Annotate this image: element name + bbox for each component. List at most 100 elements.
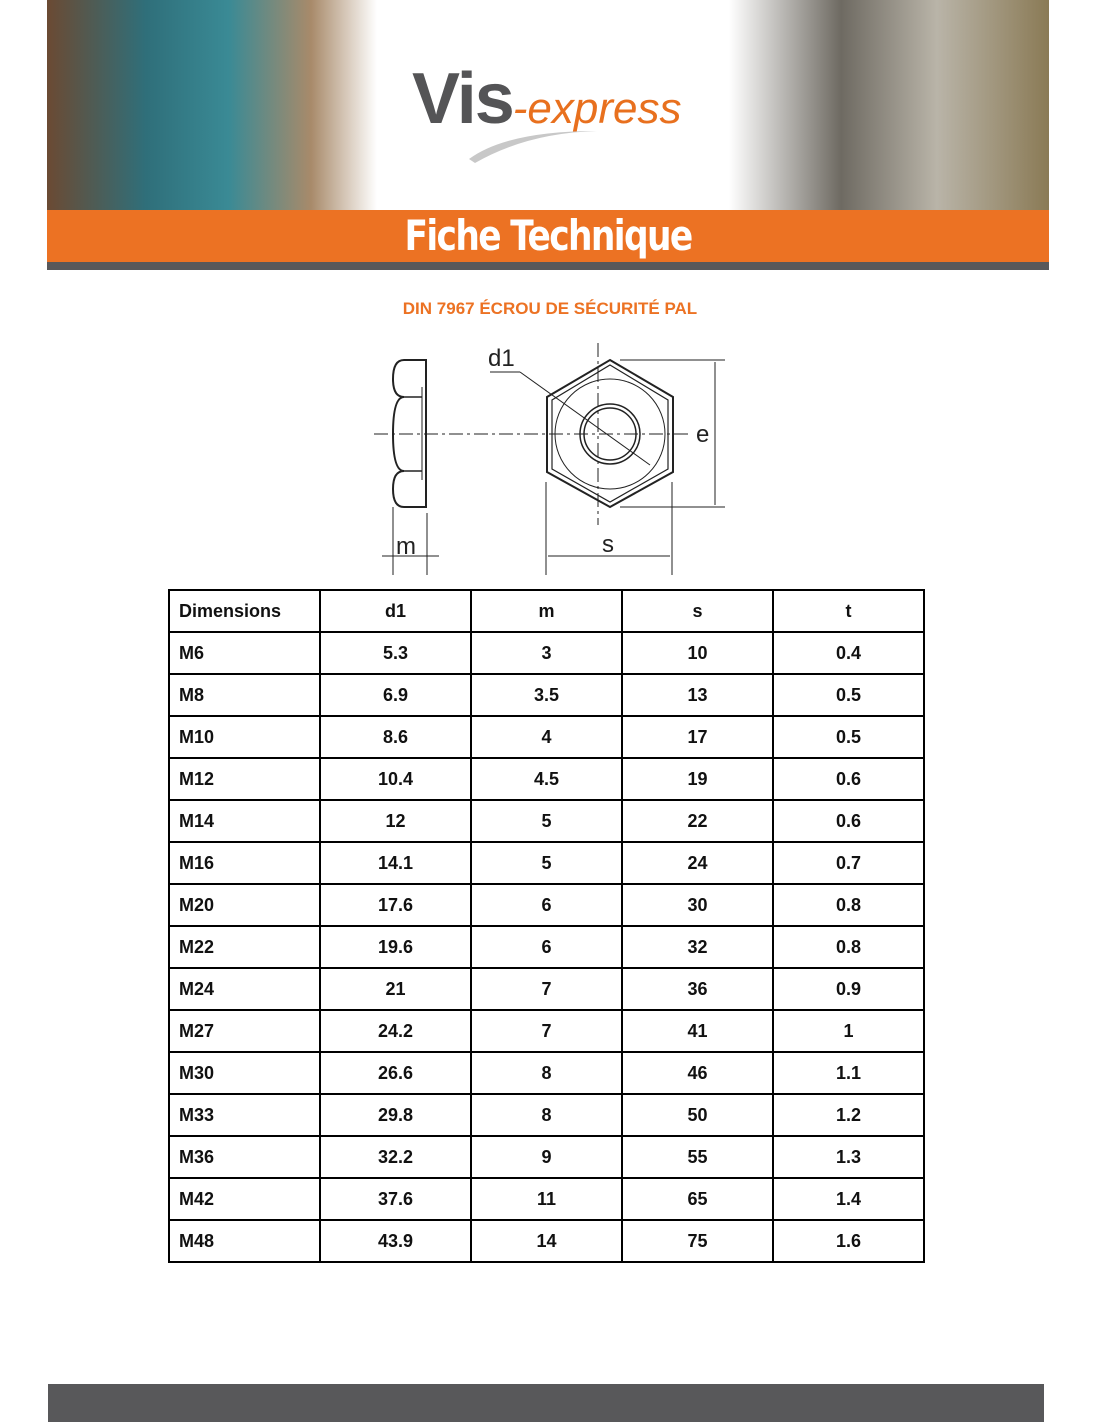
screws-photo [729,0,1049,210]
table-row: M16 14.1 5 24 0.7 [168,841,925,885]
table-row: M22 19.6 6 32 0.8 [168,925,925,969]
table-cell: 10 [621,631,774,675]
table-cell: M10 [168,715,321,759]
table-cell: M6 [168,631,321,675]
table-cell: 24.2 [319,1009,472,1053]
table-cell: 29.8 [319,1093,472,1137]
table-cell: 14.1 [319,841,472,885]
divider [47,262,1049,270]
table-row: M12 10.4 4.5 19 0.6 [168,757,925,801]
logo-suffix: -express [512,84,682,133]
table-cell: 50 [621,1093,774,1137]
table-row: M10 8.6 4 17 0.5 [168,715,925,759]
table-cell: 5.3 [319,631,472,675]
table-cell: 0.5 [772,715,925,759]
column-header: d1 [319,589,472,633]
table-cell: M20 [168,883,321,927]
column-header: t [772,589,925,633]
table-cell: 0.6 [772,757,925,801]
table-row: M48 43.9 14 75 1.6 [168,1219,925,1263]
table-cell: 1.1 [772,1051,925,1095]
table-cell: 14 [470,1219,623,1263]
banner-title: Fiche Technique [404,211,693,260]
table-cell: M16 [168,841,321,885]
table-cell: 3.5 [470,673,623,717]
table-cell: 0.8 [772,925,925,969]
table-row: M14 12 5 22 0.6 [168,799,925,843]
table-cell: 32 [621,925,774,969]
table-cell: 6.9 [319,673,472,717]
table-cell: 17.6 [319,883,472,927]
table-row: M24 21 7 36 0.9 [168,967,925,1011]
table-cell: 13 [621,673,774,717]
table-cell: 0.7 [772,841,925,885]
table-cell: 37.6 [319,1177,472,1221]
table-cell: M48 [168,1219,321,1263]
table-cell: 1 [772,1009,925,1053]
table-cell: 46 [621,1051,774,1095]
table-cell: 75 [621,1219,774,1263]
table-cell: M24 [168,967,321,1011]
table-cell: 26.6 [319,1051,472,1095]
table-cell: 0.6 [772,799,925,843]
banner-title-bar: Fiche Technique [47,210,1049,262]
table-cell: M42 [168,1177,321,1221]
table-row: M42 37.6 11 65 1.4 [168,1177,925,1221]
tools-photo [47,0,377,210]
table-cell: M22 [168,925,321,969]
nut-diagram: d1 e s m [374,343,725,575]
table-cell: 8 [470,1093,623,1137]
table-cell: 5 [470,799,623,843]
table-cell: 1.2 [772,1093,925,1137]
table-cell: 8.6 [319,715,472,759]
table-row: M6 5.3 3 10 0.4 [168,631,925,675]
table-cell: 11 [470,1177,623,1221]
table-cell: 7 [470,967,623,1011]
table-cell: 21 [319,967,472,1011]
header-banner: Vis-express [47,0,1049,210]
table-row: M36 32.2 9 55 1.3 [168,1135,925,1179]
table-row: M20 17.6 6 30 0.8 [168,883,925,927]
table-cell: 0.8 [772,883,925,927]
table-cell: 32.2 [319,1135,472,1179]
footer-bar [48,1384,1044,1422]
label-s: s [602,531,614,558]
table-cell: M33 [168,1093,321,1137]
table-row: M27 24.2 7 41 1 [168,1009,925,1053]
label-e: e [696,421,709,448]
table-cell: 22 [621,799,774,843]
table-cell: 6 [470,883,623,927]
table-cell: 55 [621,1135,774,1179]
table-cell: 4.5 [470,757,623,801]
table-cell: 5 [470,841,623,885]
table-cell: M12 [168,757,321,801]
header-row: Dimensions d1 m s t [168,589,925,633]
table-cell: 0.9 [772,967,925,1011]
logo: Vis-express [412,58,682,140]
table-cell: 3 [470,631,623,675]
table-cell: 30 [621,883,774,927]
table-cell: 65 [621,1177,774,1221]
table-cell: 9 [470,1135,623,1179]
table-cell: 19 [621,757,774,801]
table-cell: 19.6 [319,925,472,969]
table-row: M33 29.8 8 50 1.2 [168,1093,925,1137]
table-cell: 1.4 [772,1177,925,1221]
column-header: s [621,589,774,633]
table-cell: M27 [168,1009,321,1053]
table-cell: 7 [470,1009,623,1053]
product-title: DIN 7967 ÉCROU DE SÉCURITÉ PAL [402,299,698,318]
table-cell: M30 [168,1051,321,1095]
table-cell: 10.4 [319,757,472,801]
table-cell: 43.9 [319,1219,472,1263]
column-header: m [470,589,623,633]
table-row: M30 26.6 8 46 1.1 [168,1051,925,1095]
table-cell: M14 [168,799,321,843]
table-cell: 6 [470,925,623,969]
logo-swoosh [469,131,597,163]
table-cell: 24 [621,841,774,885]
table-cell: 12 [319,799,472,843]
table-cell: 4 [470,715,623,759]
column-header: Dimensions [168,589,321,633]
